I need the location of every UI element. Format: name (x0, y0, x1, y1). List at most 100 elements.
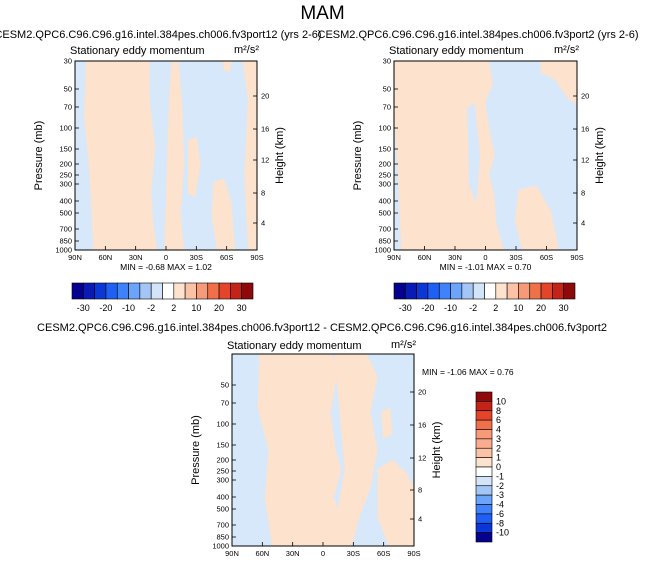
side-colorbar-label: 4 (496, 425, 501, 435)
y-right-tick-label: 8 (418, 486, 422, 495)
side-colorbar-label: 2 (496, 443, 501, 453)
y-right-tick-label: 8 (261, 189, 265, 198)
y-tick-label: 400 (378, 197, 391, 206)
y-tick-label: 50 (221, 381, 229, 390)
y-tick-label: 70 (64, 103, 72, 112)
colorbar-1-label: 30 (237, 303, 247, 313)
y-right-tick-label: 4 (261, 219, 265, 228)
x-tick-label: 30N (448, 253, 462, 262)
side-colorbar-label: -1 (496, 471, 504, 481)
colorbar-1-swatch (196, 282, 209, 300)
y-tick-label: 500 (59, 209, 72, 218)
side-colorbar-label: -8 (496, 518, 504, 528)
y-tick-label: 500 (216, 505, 229, 514)
colorbar-2-swatch (540, 282, 553, 300)
x-tick-label: 30N (286, 549, 300, 558)
side-colorbar-label: 3 (496, 434, 501, 444)
y-right-tick-label: 4 (418, 515, 422, 524)
y-tick-label: 1000 (374, 246, 391, 255)
colorbar-2-swatch (552, 282, 564, 300)
side-colorbar-swatch (475, 401, 493, 412)
side-colorbar-swatch (475, 532, 493, 543)
y-axis-label: Pressure (mb) (33, 121, 45, 191)
contour-region (257, 354, 345, 546)
side-colorbar-swatch (475, 476, 493, 487)
colorbar-2-swatch (484, 282, 497, 300)
y-tick-label: 100 (59, 124, 72, 133)
colorbar-1-label: 2 (171, 303, 176, 313)
colorbar-1-label: -10 (122, 303, 135, 313)
y-tick-label: 400 (59, 197, 72, 206)
colorbar-2-label: -20 (421, 303, 434, 313)
colorbar-2-swatch (529, 282, 542, 300)
y-tick-label: 70 (383, 103, 391, 112)
y-tick-label: 850 (59, 237, 72, 246)
contour-region (514, 185, 559, 250)
side-colorbar-label: -3 (496, 490, 504, 500)
side-colorbar-label: 8 (496, 406, 501, 416)
colorbar-1-swatch (150, 282, 163, 300)
x-tick-label: 90S (250, 253, 263, 262)
x-tick-label: 0 (483, 253, 487, 262)
contour-region (394, 61, 504, 250)
x-tick-label: 60S (540, 253, 553, 262)
y-tick-label: 1000 (55, 246, 72, 255)
colorbar-1-swatch (105, 282, 118, 300)
x-tick-label: 90S (570, 253, 583, 262)
colorbar-2-swatch (427, 282, 440, 300)
side-colorbar-label: -6 (496, 509, 504, 519)
colorbar-1-label: -2 (147, 303, 155, 313)
side-colorbar-label: -2 (496, 481, 504, 491)
y-tick-label: 1000 (212, 542, 229, 551)
x-tick-label: 90N (387, 253, 401, 262)
y-tick-label: 250 (59, 171, 72, 180)
min-max-stats: MIN = -0.68 MAX = 1.02 (120, 262, 212, 272)
contour-region (381, 407, 393, 439)
side-colorbar-swatch (475, 494, 493, 505)
contour-region (377, 459, 414, 546)
y-tick-label: 300 (216, 476, 229, 485)
y-right-axis-label: Height (km) (431, 422, 443, 479)
y-right-tick-label: 12 (261, 156, 269, 165)
x-tick-label: 60N (98, 253, 112, 262)
chart-title: CESM2.QPC6.C96.C96.g16.intel.384pes.ch00… (0, 29, 322, 41)
colorbar-1-label: -30 (77, 303, 90, 313)
contour-region (211, 178, 236, 250)
side-colorbar-label: 1 (496, 453, 501, 463)
units-label: m²/s² (234, 44, 259, 56)
y-right-tick-label: 20 (261, 92, 269, 101)
y-right-axis-label: Height (km) (274, 127, 286, 184)
page-title: MAM (300, 3, 345, 24)
colorbar-2-label: 2 (493, 303, 498, 313)
y-tick-label: 30 (383, 57, 391, 66)
colorbar-1-swatch (162, 282, 175, 300)
contour-region (540, 61, 577, 105)
contour-region (242, 61, 257, 250)
y-right-tick-label: 12 (418, 454, 426, 463)
colorbar-2-swatch (405, 282, 417, 300)
colorbar-2-label: -30 (399, 303, 412, 313)
y-right-axis-label: Height (km) (594, 127, 606, 184)
side-colorbar-label: 6 (496, 415, 501, 425)
y-tick-label: 150 (59, 145, 72, 154)
side-colorbar-swatch (475, 457, 493, 468)
x-tick-label: 30S (509, 253, 522, 262)
colorbar-1-label: 10 (191, 303, 201, 313)
contour-region (187, 136, 201, 198)
x-tick-label: 90S (407, 549, 420, 558)
colorbar-1-swatch (230, 282, 242, 300)
colorbar-1-swatch (71, 282, 84, 300)
colorbar-1-swatch (128, 282, 141, 300)
side-colorbar-swatch (475, 522, 493, 533)
colorbar-1-swatch (139, 282, 152, 300)
x-tick-label: 90N (225, 549, 239, 558)
y-right-tick-label: 12 (581, 156, 589, 165)
colorbar-2-swatch (506, 282, 519, 300)
y-tick-label: 300 (59, 180, 72, 189)
chart-subtitle: Stationary eddy momentum (227, 340, 362, 352)
colorbar-2-swatch (472, 282, 485, 300)
contour-region (84, 61, 157, 250)
colorbar-2-swatch (563, 282, 576, 300)
colorbar-1-label: -20 (99, 303, 112, 313)
y-tick-label: 250 (378, 171, 391, 180)
